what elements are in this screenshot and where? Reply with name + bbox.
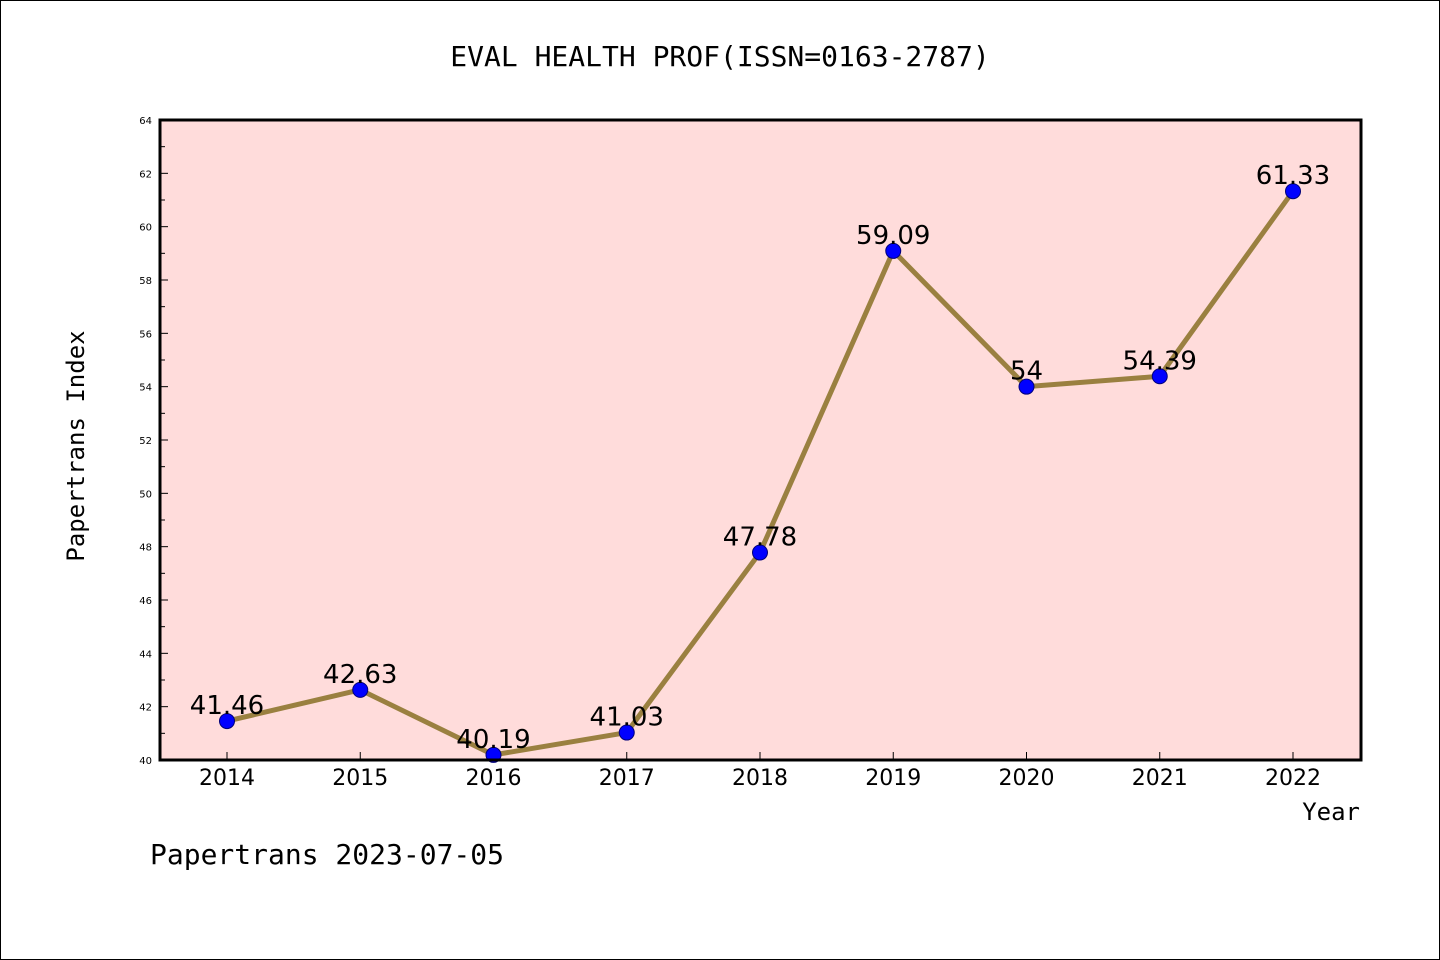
data-point [618,724,635,741]
x-tick-label: 2014 [199,766,255,791]
x-tick-label: 2018 [732,766,788,791]
x-tick-label: 2019 [865,766,921,791]
data-label: 41.03 [590,703,664,733]
data-label: 41.46 [190,691,264,721]
data-points [219,183,1301,763]
x-tick-label: 2017 [599,766,655,791]
data-point [352,681,369,698]
y-tick-label: 52 [139,436,152,447]
data-label: 59.09 [856,221,930,251]
y-tick-label: 62 [139,169,152,180]
data-labels: 41.46 42.63 40.19 41.03 47.78 59.09 54 54.39 61.… [190,161,1330,755]
y-tick-label: 46 [139,596,152,607]
x-tick-label: 2022 [1265,766,1321,791]
y-tick-label: 44 [139,649,152,660]
data-point [1018,378,1035,395]
chart-title: EVAL HEALTH PROF(ISSN=0163-2787) [450,40,989,73]
footer-credit: Papertrans 2023-07-05 [150,838,504,871]
y-tick-label: 58 [139,276,152,287]
x-axis-label: Year [1302,798,1360,826]
data-point [1151,368,1168,385]
plot-border [158,118,1363,762]
data-point [885,242,902,259]
data-point [752,544,768,561]
x-tick-label: 2021 [1132,766,1188,791]
x-tick-label: 2020 [999,766,1055,791]
data-label: 47.78 [723,523,797,553]
y-tick-label: 40 [139,756,152,767]
y-tick-label: 60 [139,223,152,234]
plot-area [160,120,1361,760]
y-axis-label: Papertrans Index [62,330,90,561]
x-tick-label: 2016 [466,766,522,791]
y-tick-label: 50 [139,489,152,500]
y-tick-label: 54 [139,383,152,394]
x-tick-label: 2015 [332,766,388,791]
y-tick-label: 56 [139,329,152,340]
y-tick-label: 64 [139,116,152,127]
data-label: 61.33 [1256,161,1330,191]
data-point [219,713,235,730]
data-point [1285,183,1301,200]
data-label: 42.63 [323,660,397,690]
y-tick-label: 42 [139,703,152,714]
x-axis-ticks: 2014 2015 2016 2017 2018 2019 2020 2021 2022 [199,752,1321,791]
y-tick-label: 48 [139,543,152,554]
data-label: 54.39 [1123,346,1197,376]
data-label: 54 [1010,357,1043,387]
data-label: 40.19 [456,725,530,755]
